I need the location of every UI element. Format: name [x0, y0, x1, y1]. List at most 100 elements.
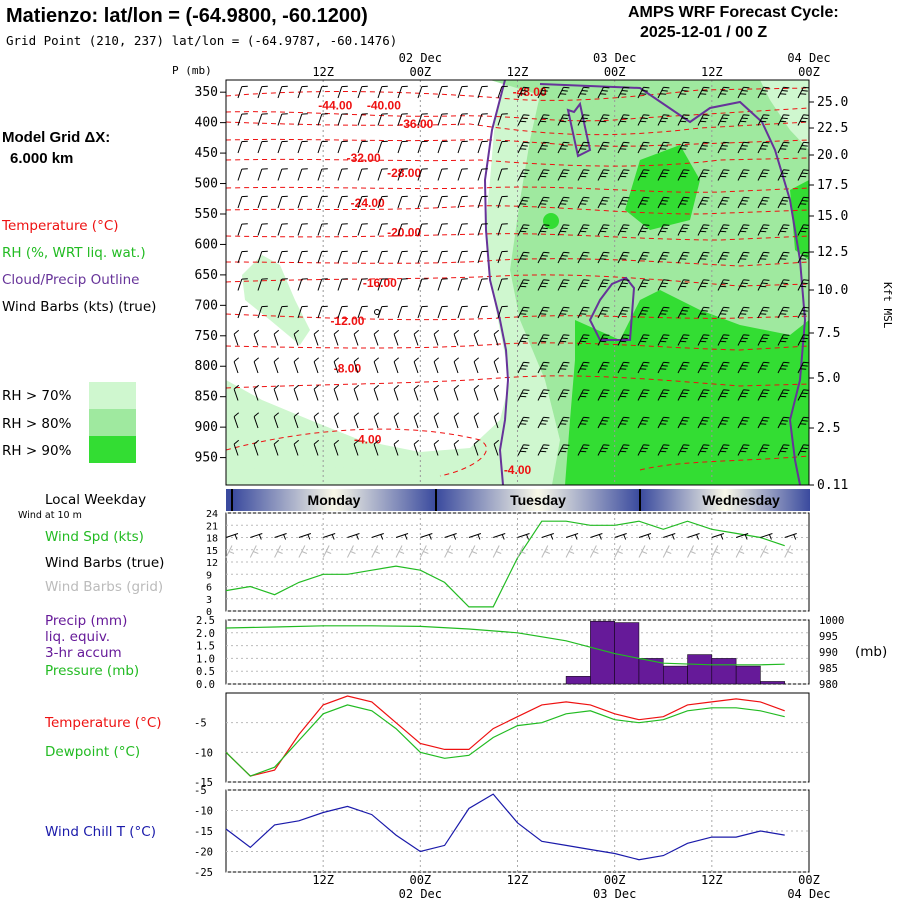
precip-label-2: liq. equiv. — [45, 629, 110, 645]
pressure-tick-label: 985 — [819, 663, 838, 675]
top-time-tick-label: 12Z — [701, 65, 723, 79]
wind-barb — [797, 86, 809, 99]
grid-wind-barb — [711, 545, 721, 558]
wind-barb — [477, 168, 488, 181]
wind-barb — [413, 439, 420, 456]
cloud-outline-loop1 — [566, 101, 592, 158]
wind-barb — [737, 444, 750, 456]
wind-barb — [237, 278, 248, 291]
grid-wind-barb — [541, 545, 550, 558]
precip-tick-label: 2.5 — [196, 615, 215, 627]
cycle-label: AMPS WRF Forecast Cycle: — [628, 4, 839, 21]
wind-barb — [697, 306, 710, 319]
wind-barb — [457, 250, 468, 264]
wind-barb — [637, 224, 650, 236]
isotherm-line — [226, 157, 809, 167]
true-wind-barb — [371, 533, 384, 540]
wind-barb — [757, 86, 770, 99]
bottom-time-tick-label: 00Z — [409, 873, 431, 887]
pressure-tick-label: 400 — [195, 116, 218, 131]
pressure-label: Pressure (mb) — [45, 663, 139, 679]
wind-barb — [717, 306, 730, 319]
pressure-tick-label: 980 — [819, 679, 838, 691]
wind-barb — [417, 140, 428, 154]
precip-bar — [687, 654, 713, 685]
wind-barb — [617, 196, 630, 209]
wind-barb — [637, 251, 650, 264]
pressure-tick-label: 700 — [195, 298, 218, 313]
wind-barb — [717, 196, 730, 209]
true-wind-barb — [444, 533, 457, 540]
wind-barb — [557, 306, 570, 319]
wind-barb — [473, 439, 480, 456]
wind-barb — [577, 169, 590, 181]
top-time-tick-label: 12Z — [312, 65, 334, 79]
wind-barb — [233, 439, 240, 456]
wind-barb — [717, 334, 730, 346]
grid-wind-barb — [419, 545, 429, 558]
wind-barb — [453, 384, 460, 401]
top-date-tick-label: 02 Dec — [399, 51, 442, 65]
wind-barb — [677, 444, 690, 456]
wind-barb — [617, 389, 630, 401]
wind-barb — [337, 195, 348, 209]
wind-barb — [537, 361, 550, 374]
wind-barb — [597, 334, 610, 346]
wind-barb — [797, 114, 809, 126]
precip-tick-label: 0.5 — [196, 666, 215, 678]
wind-barb — [557, 279, 570, 291]
wind-barb — [557, 224, 570, 236]
wind-barb — [337, 250, 348, 264]
wind-barb — [597, 416, 610, 429]
wind-barbs — [233, 85, 809, 456]
wind-barb — [277, 305, 288, 319]
wind-barb — [397, 223, 408, 236]
precip-bar — [638, 658, 664, 685]
grid-wind-barb — [347, 545, 356, 558]
wind-barb — [497, 195, 508, 209]
wind-barb — [337, 85, 348, 99]
isotherm-label: -20.00 — [387, 225, 421, 239]
wind-barb — [597, 224, 610, 236]
isotherm-label: -28.00 — [387, 166, 421, 180]
wind-barb — [757, 114, 770, 126]
isotherm-line — [226, 274, 809, 287]
wind-barb — [577, 279, 590, 291]
wind-barb — [457, 113, 468, 126]
wind-barb — [777, 224, 790, 236]
wind-barb — [313, 412, 320, 429]
wind-barb — [257, 140, 268, 154]
grid-wind-barb — [444, 545, 453, 558]
rh70-label: RH > 70% — [2, 388, 72, 404]
wind-barb — [493, 384, 500, 401]
wind-barb — [577, 389, 590, 401]
wind-barb — [597, 169, 610, 181]
wind-barb — [757, 389, 770, 401]
wind-barb — [453, 329, 460, 346]
wind-barb — [277, 278, 288, 291]
isotherm-line — [226, 205, 809, 215]
wind-barb — [737, 416, 750, 429]
wind-barb — [797, 169, 809, 181]
wind-barb — [657, 196, 670, 209]
wind-barb — [617, 306, 630, 319]
wind-barb — [473, 357, 480, 374]
weekday-strip: Monday Tuesday Wednesday — [226, 489, 810, 511]
wind-barb — [637, 444, 650, 456]
wind-barb — [657, 279, 670, 291]
wind-barb — [477, 85, 488, 99]
wind-barb — [717, 444, 730, 456]
wind-barb — [393, 329, 400, 346]
grid-wind-barb — [517, 545, 526, 558]
wind-barb — [777, 169, 790, 181]
true-wind-barb — [347, 533, 360, 540]
wind-barb — [413, 384, 420, 401]
wind-barb — [677, 279, 690, 291]
wind-barb — [777, 196, 790, 209]
wind-barb — [757, 251, 770, 264]
wind-tick-label: 21 — [206, 521, 218, 532]
isotherm-label: -32.00 — [347, 151, 381, 165]
wind-barb — [253, 439, 260, 456]
wind-barb — [277, 113, 288, 126]
